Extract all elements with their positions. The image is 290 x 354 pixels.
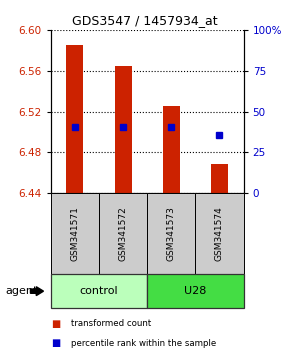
Text: ■: ■ xyxy=(51,338,60,348)
Bar xyxy=(211,165,228,193)
Text: U28: U28 xyxy=(184,286,206,296)
Text: GDS3547 / 1457934_at: GDS3547 / 1457934_at xyxy=(72,14,218,27)
Text: GSM341574: GSM341574 xyxy=(215,206,224,261)
Bar xyxy=(66,45,83,193)
Bar xyxy=(115,66,131,193)
Text: ■: ■ xyxy=(51,319,60,329)
Text: GSM341571: GSM341571 xyxy=(70,206,79,261)
Text: transformed count: transformed count xyxy=(71,319,151,329)
Text: control: control xyxy=(80,286,118,296)
Bar xyxy=(163,107,180,193)
Text: agent: agent xyxy=(6,286,38,296)
Text: GSM341572: GSM341572 xyxy=(119,206,128,261)
Text: percentile rank within the sample: percentile rank within the sample xyxy=(71,339,216,348)
Text: GSM341573: GSM341573 xyxy=(167,206,176,261)
